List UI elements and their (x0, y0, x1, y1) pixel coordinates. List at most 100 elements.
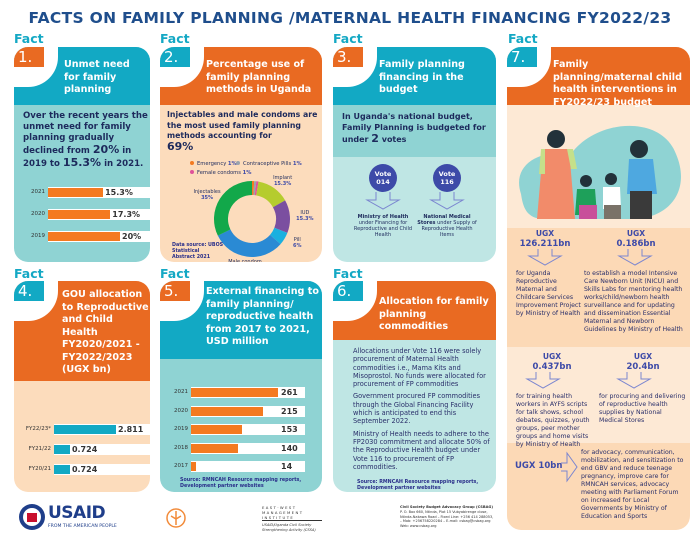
arrow-down-icon (365, 192, 401, 210)
data-source: Data source: UBOS Statistical Abstract 2… (172, 243, 224, 260)
legend-dot-icon (236, 161, 240, 165)
vote-badge: Vote 116 (433, 164, 461, 192)
fact3-card: 3. Family planning financing in the budg… (333, 47, 496, 262)
data-source: Source: RMNCAH Resource mapping reports,… (180, 478, 302, 489)
bar-value: 17.3% (112, 210, 141, 219)
bar-value: 153 (281, 425, 298, 434)
slice-name: Pill (293, 236, 301, 243)
bar (48, 210, 111, 219)
fact-label: Fact (14, 31, 44, 46)
bar (54, 425, 116, 434)
bar-label: FY22/23* (25, 426, 51, 432)
bar-value: 0.724 (71, 465, 98, 474)
ewmi-logo: EAST·WEST MANAGEMENT INSTITUTE USAID/Uga… (262, 505, 322, 532)
arrow-down-icon (525, 372, 561, 389)
fact-number: 3. (333, 47, 363, 67)
slice-value: 15.3% (296, 215, 314, 222)
fact3-text: In Uganda's national budget, Family Plan… (342, 112, 486, 145)
arrow-right-icon (561, 451, 578, 483)
slice-name: Implant (273, 175, 293, 182)
bar-label: 2019 (174, 426, 188, 432)
bar-label: FY21/22 (28, 446, 51, 452)
fact-number: 4. (14, 281, 44, 301)
arrow-down-icon (617, 249, 653, 266)
donut-label: Injectables 35% (189, 189, 225, 201)
fact-number: 5. (160, 281, 190, 301)
bar-value: 14 (281, 462, 293, 471)
bar-value: 2.811 (118, 425, 144, 434)
arrow-down-icon (616, 372, 652, 389)
bar-label: FY20/21 (28, 466, 51, 472)
fact5-card: 5. External financing to family planning… (160, 281, 322, 492)
fact6-card: 6. Allocation for family planning commod… (333, 281, 496, 492)
donut-slice (270, 227, 288, 245)
bar-label: 2017 (174, 463, 188, 469)
donut-label: Implant 15.3% (265, 175, 301, 187)
fact-label: Fact (14, 266, 44, 281)
bar-value: 0.724 (71, 445, 98, 454)
intervention-item: UGX 10bn for advocacy, communication, mo… (515, 449, 684, 520)
donut-slice (254, 181, 259, 196)
donut-slice (252, 181, 255, 196)
intervention-item: UGX 126.211bn for Uganda Reproductive Mat… (507, 229, 583, 318)
bar (48, 188, 104, 197)
usaid-logo: USAID FROM THE AMERICAN PEOPLE (18, 503, 118, 533)
donut-label: Pill 6% (279, 237, 315, 249)
legend-item: Contraceptive Pills 1% (236, 161, 302, 168)
legend-label: Female condoms (197, 170, 243, 176)
donut-slice (217, 229, 281, 257)
bar (191, 462, 196, 471)
fact3-title: Family planning financing in the budget (379, 59, 465, 95)
fact5-title: External financing to family planning/ r… (206, 286, 319, 347)
bar (54, 445, 70, 454)
legend-label: Contraceptive Pills (243, 161, 293, 167)
vote-014: Vote 014 Ministry of Health under Financi… (353, 164, 413, 238)
bar-value: 20% (122, 232, 142, 241)
bar (191, 443, 238, 453)
fact-number: 1. (14, 47, 44, 67)
fact-label: Fact (160, 266, 190, 281)
bar (54, 465, 70, 474)
bar-track (191, 442, 305, 454)
legend-dot-icon (190, 161, 194, 165)
bar-label: 2021 (174, 389, 188, 395)
fact-label: Fact (333, 31, 363, 46)
slice-name: IUD (300, 209, 310, 216)
bar (191, 388, 278, 397)
vote-116: Vote 116 National Medical Stores under Su… (417, 164, 477, 238)
fact-label: Fact (160, 31, 190, 46)
fact6-title: Allocation for family planning commoditi… (379, 296, 489, 332)
legend-value: 1% (292, 161, 302, 167)
slice-value: 15.3% (273, 181, 292, 188)
bar-track (191, 461, 305, 472)
donut-slice (214, 181, 252, 236)
bar (191, 406, 263, 416)
bar-label: 2018 (174, 444, 188, 451)
slice-name: Injectables (193, 188, 221, 195)
bar-value: 140 (281, 443, 298, 453)
intervention-item: UGX 0.437bn for training health workers i… (507, 352, 597, 449)
slice-value: 6% (293, 242, 302, 249)
csbag-contact: Civil Society Budget Advocacy Group (CSB… (400, 505, 494, 529)
donut-slice (256, 181, 286, 208)
bar (191, 425, 242, 434)
arrow-down-icon (527, 249, 563, 266)
fact7-card: 7. Family planning/maternal child health… (507, 47, 690, 530)
fact-number: 2. (160, 47, 190, 67)
donut-chart (214, 181, 290, 257)
fact2-card: 2. Percentage use of family planning met… (160, 47, 322, 262)
data-source: Source: RMNCAH Resource mapping reports,… (357, 480, 479, 491)
legend-item: Emergency 1% (190, 161, 237, 168)
fact-number: 6. (333, 281, 363, 301)
slice-name: Male condom (228, 258, 262, 262)
bar-label: 2020 (31, 211, 45, 217)
legend-dot-icon (190, 170, 194, 174)
bar-track (54, 444, 150, 455)
fact-label: Fact (333, 266, 363, 281)
bar-label: 2019 (31, 233, 45, 239)
donut-label: IUD 15.3% (287, 210, 322, 222)
legend-value: 1% (242, 170, 252, 176)
bar-value: 215 (281, 406, 298, 416)
bar-track (54, 464, 150, 475)
fact7-title: Family planning/maternal child health in… (553, 59, 682, 108)
